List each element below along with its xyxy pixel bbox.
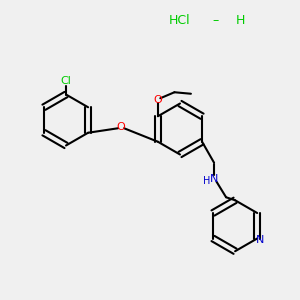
Text: O: O — [154, 95, 162, 105]
Text: N: N — [256, 235, 264, 245]
Text: N: N — [210, 174, 218, 184]
Text: HCl: HCl — [169, 14, 191, 28]
Text: H: H — [235, 14, 245, 28]
Text: O: O — [117, 122, 125, 132]
Text: H: H — [203, 176, 210, 186]
Text: –: – — [213, 14, 219, 28]
Text: Cl: Cl — [61, 76, 71, 85]
